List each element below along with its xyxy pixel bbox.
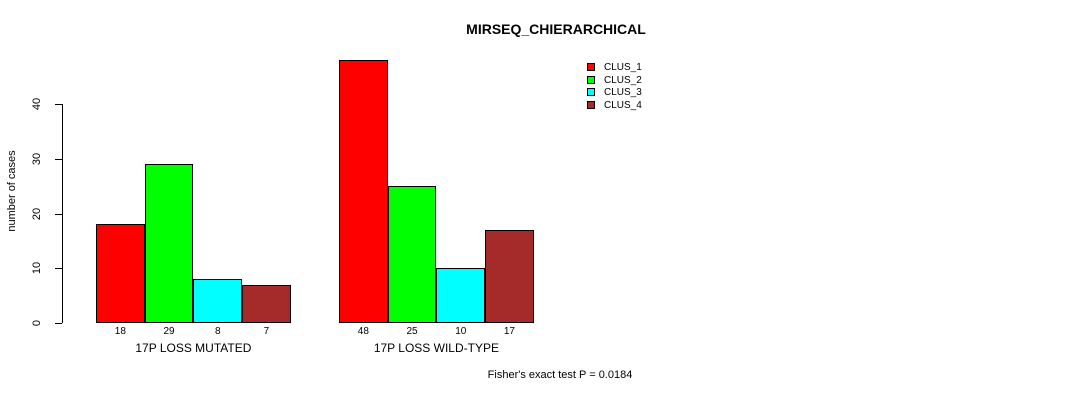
bar-clus_3 (436, 268, 486, 323)
legend-label-clus_4: CLUS_4 (604, 100, 642, 112)
bar-clus_4 (485, 229, 534, 323)
bar-value-label: 25 (406, 326, 418, 337)
bar-value-label: 17 (503, 326, 515, 337)
legend-label-clus_2: CLUS_2 (604, 74, 642, 86)
y-axis-tick-label: 40 (31, 97, 43, 111)
chart-title: MIRSEQ_CHIERARCHICAL (466, 21, 646, 37)
bar-clus_2 (144, 164, 194, 323)
legend-label-clus_1: CLUS_1 (604, 62, 642, 73)
y-axis-tick-label: 0 (31, 319, 43, 327)
legend-label-clus_3: CLUS_3 (604, 87, 642, 99)
y-axis-line (62, 104, 63, 323)
y-axis-tick-label: 10 (31, 262, 43, 275)
fisher-test-annotation: Fisher's exact test P = 0.0184 (487, 369, 633, 381)
y-axis-tick (55, 104, 62, 105)
bar-clus_4 (242, 284, 291, 323)
x-axis-group-label: 17P LOSS MUTATED (135, 341, 252, 355)
x-axis-group-label: 17P LOSS WILD-TYPE (373, 341, 499, 355)
bar-value-label: 29 (163, 326, 175, 337)
bar-clus_1 (96, 224, 145, 323)
legend-swatch-clus_3 (587, 88, 595, 97)
legend-swatch-clus_1 (587, 63, 595, 71)
y-axis-tick (55, 213, 62, 215)
y-axis-title: number of cases (6, 150, 18, 232)
y-axis-tick (55, 323, 62, 324)
legend-swatch-clus_2 (587, 75, 595, 84)
bar-value-label: 18 (114, 326, 126, 337)
bar-value-label: 10 (455, 326, 467, 337)
bar-clus_1 (339, 60, 388, 323)
legend-swatch-clus_4 (587, 101, 595, 110)
bar-value-label: 48 (357, 326, 369, 337)
bar-clus_2 (387, 186, 437, 323)
bar-value-label: 7 (263, 326, 270, 337)
y-axis-tick-label: 20 (31, 207, 43, 220)
bar-clus_3 (193, 279, 243, 323)
y-axis-tick (55, 158, 62, 160)
y-axis-tick (55, 268, 62, 270)
y-axis-tick-label: 30 (31, 152, 43, 165)
bar-value-label: 8 (214, 326, 221, 337)
